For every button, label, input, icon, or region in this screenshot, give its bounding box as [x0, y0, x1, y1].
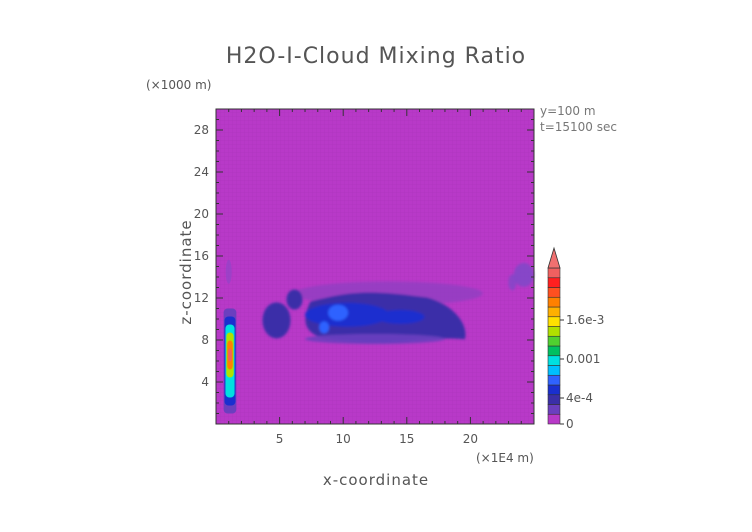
x-unit-label: (×1E4 m) — [476, 451, 534, 465]
y-tick-label: 16 — [194, 249, 209, 263]
right-cloud-blob-2 — [508, 274, 517, 291]
right-cloud-blob — [513, 262, 534, 287]
axes: 5 10 15 20 4 8 12 16 20 24 28 — [194, 108, 535, 446]
anvil-core-2 — [319, 321, 330, 334]
y-tick-label: 24 — [194, 165, 209, 179]
colorbar-segment — [547, 267, 561, 279]
heatmap-field — [216, 109, 534, 424]
y-tick-label: 4 — [201, 375, 209, 389]
y-tick-label: 28 — [194, 123, 209, 137]
colorbar-segment — [547, 374, 561, 386]
anvil-cloud — [262, 281, 483, 344]
anvil-mid-patch-2 — [376, 309, 425, 324]
colorbar-segment — [547, 335, 561, 347]
y-position-info: y=100 m — [540, 104, 596, 118]
y-tick-label: 8 — [201, 333, 209, 347]
colorbar-segment — [547, 355, 561, 366]
z-unit-label: (×1000 m) — [146, 78, 212, 92]
time-info: t=15100 sec — [540, 120, 617, 134]
colorbar-segment — [547, 326, 561, 337]
colorbar-segment — [547, 413, 561, 425]
colorbar-label: 0 — [566, 417, 574, 431]
colorbar-segment — [547, 306, 561, 318]
anvil-core — [328, 304, 349, 321]
colorbar-segment — [547, 345, 561, 357]
colorbar: 0 4e-4 0.001 1.6e-3 — [547, 246, 604, 431]
colorbar-segment — [547, 384, 561, 396]
colorbar-label: 1.6e-3 — [566, 313, 604, 327]
colorbar-segment — [547, 277, 561, 288]
anvil-left-blob-2 — [286, 289, 303, 310]
colorbar-label: 4e-4 — [566, 391, 593, 405]
colorbar-label: 0.001 — [566, 352, 600, 366]
chart-title: H2O-I-Cloud Mixing Ratio — [225, 44, 527, 69]
x-tick-label: 15 — [399, 432, 414, 446]
colorbar-extend-arrow — [547, 246, 561, 269]
x-axis-label: x-coordinate — [322, 471, 430, 489]
x-tick-label: 5 — [276, 432, 284, 446]
colorbar-segment — [547, 365, 561, 376]
x-tick-label: 20 — [463, 432, 478, 446]
anvil-lower-fringe — [305, 333, 445, 344]
y-tick-label: 20 — [194, 207, 209, 221]
column-level-5 — [228, 348, 232, 362]
right-thin-cloud — [508, 262, 534, 291]
colorbar-segment — [547, 316, 561, 327]
field-grid-texture — [216, 109, 534, 424]
anvil-left-blob — [262, 302, 291, 339]
colorbar-segment — [547, 296, 561, 308]
y-axis-label: z-coordinate — [177, 219, 195, 325]
colorbar-segment — [547, 287, 561, 298]
convective-column — [223, 308, 237, 414]
x-tick-label: 10 — [336, 432, 351, 446]
left-faint-streak — [225, 259, 232, 284]
colorbar-segment — [547, 394, 561, 405]
colorbar-segment — [547, 404, 561, 415]
y-tick-label: 12 — [194, 291, 209, 305]
